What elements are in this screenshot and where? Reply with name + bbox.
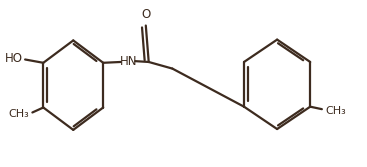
Text: HO: HO xyxy=(5,52,23,65)
Text: HN: HN xyxy=(120,55,138,68)
Text: CH₃: CH₃ xyxy=(326,106,346,116)
Text: CH₃: CH₃ xyxy=(8,109,29,119)
Text: O: O xyxy=(141,8,150,21)
